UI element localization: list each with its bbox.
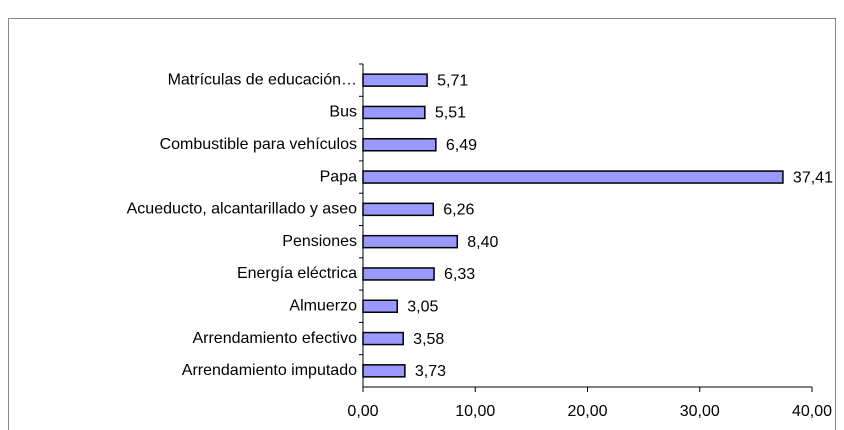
value-label: 6,33	[444, 266, 475, 283]
bar	[362, 170, 784, 184]
value-label: 37,41	[793, 169, 833, 186]
bar	[362, 73, 428, 87]
value-label: 3,73	[415, 363, 446, 380]
x-tick-label: 10,00	[455, 403, 495, 420]
x-tick-label: 20,00	[567, 403, 607, 420]
y-tick-label: Bus	[329, 104, 357, 121]
value-label: 6,49	[446, 137, 477, 154]
x-tick-label: 0,00	[347, 403, 378, 420]
y-tick-label: Arrendamiento efectivo	[192, 330, 357, 347]
bar	[362, 364, 406, 378]
y-tick-label: Energía eléctrica	[237, 265, 357, 282]
bar	[362, 234, 459, 249]
bar	[362, 267, 435, 281]
bar	[362, 299, 398, 313]
value-label: 5,51	[435, 105, 466, 122]
x-tick-label: 30,00	[680, 403, 720, 420]
value-label: 3,58	[413, 331, 444, 348]
bar	[362, 331, 404, 346]
value-label: 6,26	[443, 202, 474, 219]
y-tick-label: Matrículas de educación…	[168, 71, 357, 88]
bar	[362, 138, 437, 152]
value-label: 8,40	[467, 234, 498, 251]
value-label: 5,71	[437, 72, 468, 89]
bar	[362, 105, 426, 120]
chart-frame	[8, 18, 836, 430]
y-tick-label: Acueducto, alcantarillado y aseo	[127, 201, 357, 218]
y-tick-label: Almuerzo	[289, 297, 357, 314]
y-tick-label: Papa	[320, 168, 357, 185]
y-tick-label: Combustible para vehículos	[160, 136, 357, 153]
y-tick-label: Arrendamiento imputado	[182, 362, 357, 379]
x-tick-label: 40,00	[792, 403, 832, 420]
value-label: 3,05	[407, 298, 438, 315]
y-tick-label: Pensiones	[282, 233, 357, 250]
bar	[362, 202, 435, 217]
